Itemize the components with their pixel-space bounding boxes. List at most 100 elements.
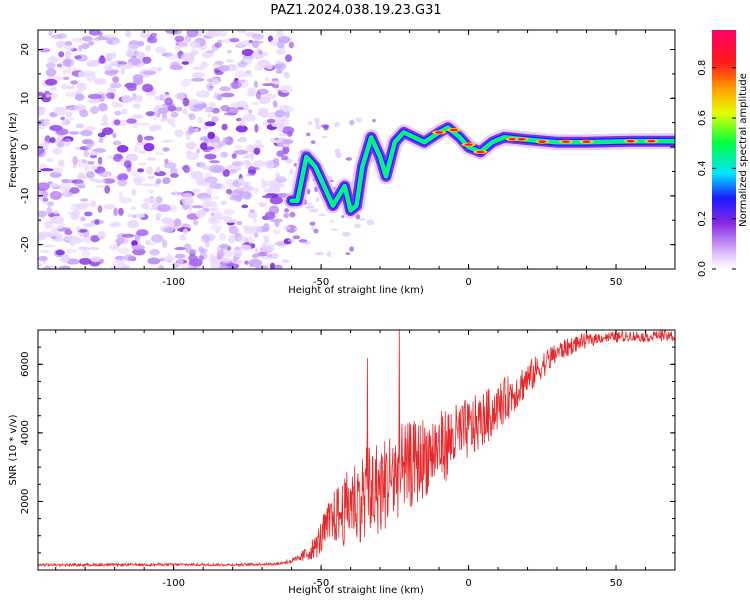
noise-blob — [70, 242, 75, 247]
noise-blob — [127, 220, 139, 229]
noise-blob — [111, 101, 120, 108]
noise-blob — [90, 200, 96, 207]
noise-blob — [83, 223, 96, 227]
noise-blob — [109, 244, 120, 251]
noise-blob — [163, 162, 177, 169]
noise-blob — [78, 45, 83, 52]
noise-blob — [177, 257, 184, 267]
noise-blob — [58, 265, 71, 269]
noise-blob — [83, 149, 89, 158]
noise-blob — [49, 124, 63, 132]
noise-blob — [128, 170, 142, 177]
signal-hotspot — [508, 137, 517, 141]
noise-blob — [190, 171, 196, 176]
noise-blob — [193, 128, 199, 132]
noise-blob — [181, 61, 189, 65]
noise-blob — [248, 258, 263, 267]
noise-blob — [313, 228, 319, 234]
noise-blob — [50, 87, 57, 91]
noise-blob — [48, 30, 53, 36]
noise-blob — [220, 151, 229, 158]
noise-blob — [314, 125, 321, 130]
noise-blob — [71, 210, 81, 217]
noise-blob — [38, 210, 47, 217]
noise-blob — [260, 51, 269, 57]
noise-blob — [167, 105, 177, 112]
noise-blob — [182, 97, 190, 107]
snr-y-ticks: 2000 4000 6000 — [20, 329, 675, 571]
snr-x-tick-label: 50 — [610, 578, 623, 589]
noise-blob — [269, 218, 284, 223]
noise-blob — [189, 50, 197, 57]
noise-blob — [251, 33, 264, 40]
noise-blob — [132, 94, 143, 103]
noise-blob — [117, 247, 130, 254]
noise-blob — [112, 132, 117, 139]
noise-blob — [90, 165, 98, 170]
noise-blob — [188, 102, 194, 111]
noise-blob — [38, 142, 43, 147]
snr-y-tick-label: 6000 — [20, 352, 31, 377]
noise-blob — [195, 177, 207, 185]
noise-blob — [225, 59, 235, 63]
noise-blob — [70, 203, 81, 212]
noise-blob — [132, 114, 144, 119]
noise-blob — [169, 167, 179, 175]
noise-blob — [241, 204, 249, 209]
noise-blob — [90, 256, 101, 263]
noise-blob — [173, 190, 178, 196]
noise-blob — [77, 174, 88, 180]
noise-blob — [210, 212, 215, 217]
colorbar-gradient — [712, 30, 736, 269]
noise-blob — [174, 35, 185, 42]
noise-blob — [180, 53, 194, 62]
spectrogram-y-tick-label: 10 — [20, 92, 31, 105]
noise-blob — [118, 119, 127, 127]
noise-blob — [143, 197, 158, 204]
snr-ylabel: SNR (10 * v/v) — [8, 414, 19, 485]
noise-blob — [195, 209, 206, 218]
noise-blob — [51, 167, 63, 174]
noise-blob — [61, 83, 68, 90]
noise-blob — [97, 231, 106, 240]
colorbar-tick-label: 0.2 — [697, 211, 708, 227]
noise-blob — [188, 113, 196, 121]
noise-blob — [254, 186, 259, 195]
spectrogram-axes-frame — [37, 29, 676, 270]
noise-blob — [256, 252, 268, 257]
noise-blob — [243, 159, 250, 165]
noise-blob — [137, 162, 148, 166]
noise-blob — [258, 144, 265, 148]
noise-blob — [266, 243, 275, 252]
noise-blob — [85, 202, 90, 208]
noise-blob — [196, 162, 206, 168]
noise-blob — [57, 141, 65, 148]
noise-blob — [273, 64, 283, 69]
noise-blob — [38, 262, 43, 268]
noise-blob — [137, 168, 145, 173]
noise-blob — [239, 244, 252, 251]
noise-blob — [154, 152, 165, 156]
noise-blob — [44, 220, 53, 229]
noise-blob — [243, 191, 252, 200]
noise-blob — [62, 76, 70, 81]
noise-blob — [207, 131, 215, 140]
noise-blob — [272, 100, 278, 108]
noise-blob — [166, 253, 173, 261]
noise-blob — [209, 182, 222, 189]
noise-blob — [305, 202, 313, 205]
noise-blob — [127, 44, 140, 49]
colorbar-tick-label: 0.4 — [697, 160, 708, 176]
noise-blob — [198, 246, 204, 253]
noise-blob — [163, 227, 174, 233]
noise-blob — [49, 183, 59, 188]
noise-blob — [142, 70, 157, 76]
noise-blob — [306, 132, 311, 137]
noise-blob — [258, 201, 267, 208]
noise-blob — [111, 40, 121, 45]
snr-line-layer — [38, 330, 675, 568]
snr-panel: -100 -50 0 50 2000 4000 6000 Height of straig… — [8, 329, 676, 596]
noise-blob — [108, 69, 120, 74]
noise-blob — [87, 161, 95, 165]
noise-blob — [100, 122, 110, 126]
